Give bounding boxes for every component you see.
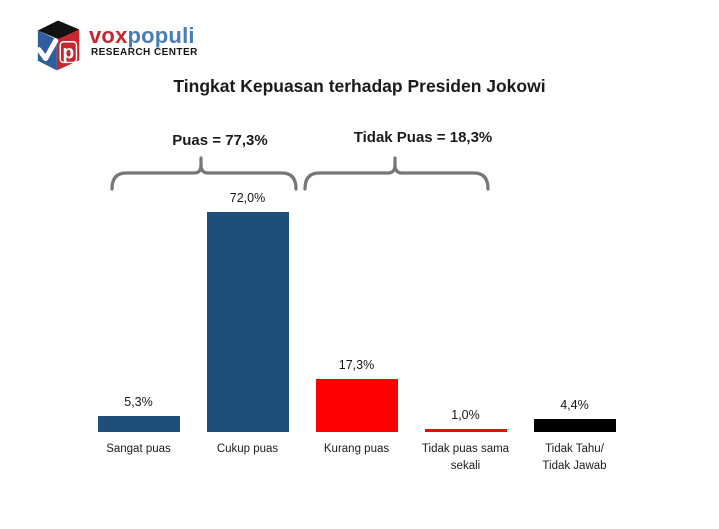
voxpopuli-logo: p voxpopuli RESEARCH CENTER: [29, 14, 239, 72]
category-label: Sangat puas: [106, 443, 171, 455]
logo-subtitle: RESEARCH CENTER: [91, 47, 198, 58]
bar-value-label: 1,0%: [451, 408, 480, 423]
bracket-puas-icon: [110, 156, 298, 191]
bar-value-label: 17,3%: [338, 358, 375, 373]
voxpopuli-cube-icon: p: [36, 20, 80, 71]
category-label: Kurang puas: [323, 443, 390, 455]
bar-column: 72,0%: [193, 185, 302, 432]
checkmark-icon: [36, 38, 59, 62]
logo-brand-text: voxpopuli: [89, 25, 195, 47]
bar-column: 17,3%: [302, 185, 411, 432]
bar-value-label: 4,4%: [560, 397, 589, 412]
bracket-tidak-puas-icon: [303, 156, 490, 191]
bar-column: 5,3%: [84, 185, 193, 432]
logo-brand-populi: populi: [127, 23, 195, 48]
bar-column: 1,0%: [411, 185, 520, 432]
category-label: Tidak puas sama sekali: [421, 443, 510, 472]
bar: [206, 212, 289, 432]
chart-title: Tingkat Kepuasan terhadap Presiden Jokow…: [173, 76, 546, 96]
bar-column: 4,4%: [520, 185, 629, 432]
annotation-label-puas: Puas = 77,3%: [172, 132, 268, 149]
bar: [97, 415, 180, 432]
annotation-label-tidak-puas: Tidak Puas = 18,3%: [353, 129, 493, 146]
category-label: Cukup puas: [216, 443, 279, 455]
logo-letter-p: p: [63, 43, 75, 64]
category-axis: Sangat puas Cukup puas Kurang puas Tidak pu…: [84, 441, 629, 474]
bar: [424, 428, 507, 432]
category-label: Tidak Tahu/ Tidak Jawab: [542, 443, 607, 472]
bar-value-label: 72,0%: [229, 191, 266, 206]
bar: [533, 418, 616, 432]
logo-brand-vox: vox: [89, 23, 128, 48]
bar: [315, 379, 398, 432]
bar-value-label: 5,3%: [124, 395, 153, 410]
bar-chart: 5,3% 72,0% 17,3% 1,0% 4,4%: [84, 185, 629, 432]
